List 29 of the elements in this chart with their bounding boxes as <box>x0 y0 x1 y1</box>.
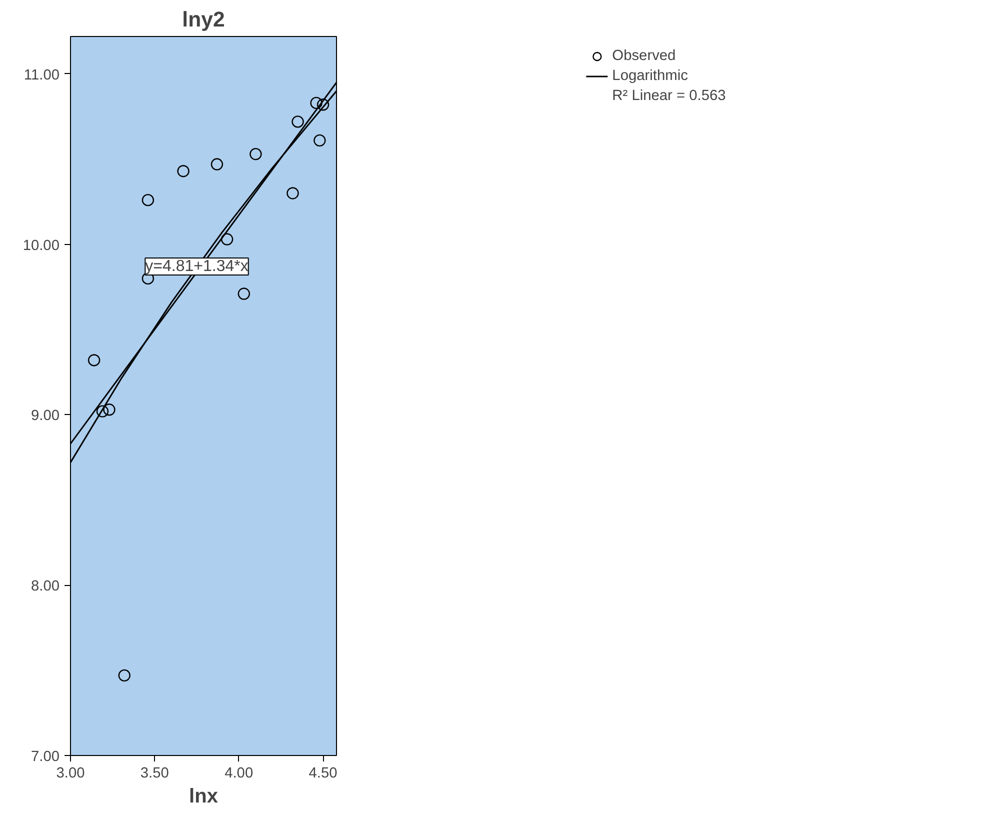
x-tick-label: 4.00 <box>224 766 254 782</box>
legend-label: Observed <box>612 48 676 64</box>
legend-label: Logarithmic <box>612 68 688 84</box>
chart-title: lny2 <box>182 8 225 32</box>
x-axis-title: lnx <box>189 786 218 808</box>
point <box>118 669 130 682</box>
x-tick-label: 4.50 <box>308 766 338 782</box>
point <box>96 405 109 418</box>
x-tick-label: 3.00 <box>56 766 85 782</box>
y-tick-label: 7.00 <box>30 749 60 765</box>
point <box>238 288 250 300</box>
y-tick-label: 9.00 <box>30 408 60 424</box>
y-tick-label: 11.00 <box>24 67 60 84</box>
y-tick-label: 10.00 <box>22 238 60 254</box>
point <box>316 98 330 111</box>
point <box>103 404 116 416</box>
point <box>142 194 154 206</box>
point <box>310 96 322 110</box>
point <box>286 187 299 200</box>
text: R² Linear = 0.563 <box>612 88 726 104</box>
point <box>250 148 262 160</box>
point <box>88 354 100 366</box>
point <box>314 134 326 147</box>
point <box>177 165 190 178</box>
point <box>220 233 234 246</box>
point <box>292 116 304 128</box>
y-tick-label: 8.00 <box>30 578 60 595</box>
x-tick-label: 3.50 <box>140 766 169 782</box>
point <box>210 158 224 170</box>
